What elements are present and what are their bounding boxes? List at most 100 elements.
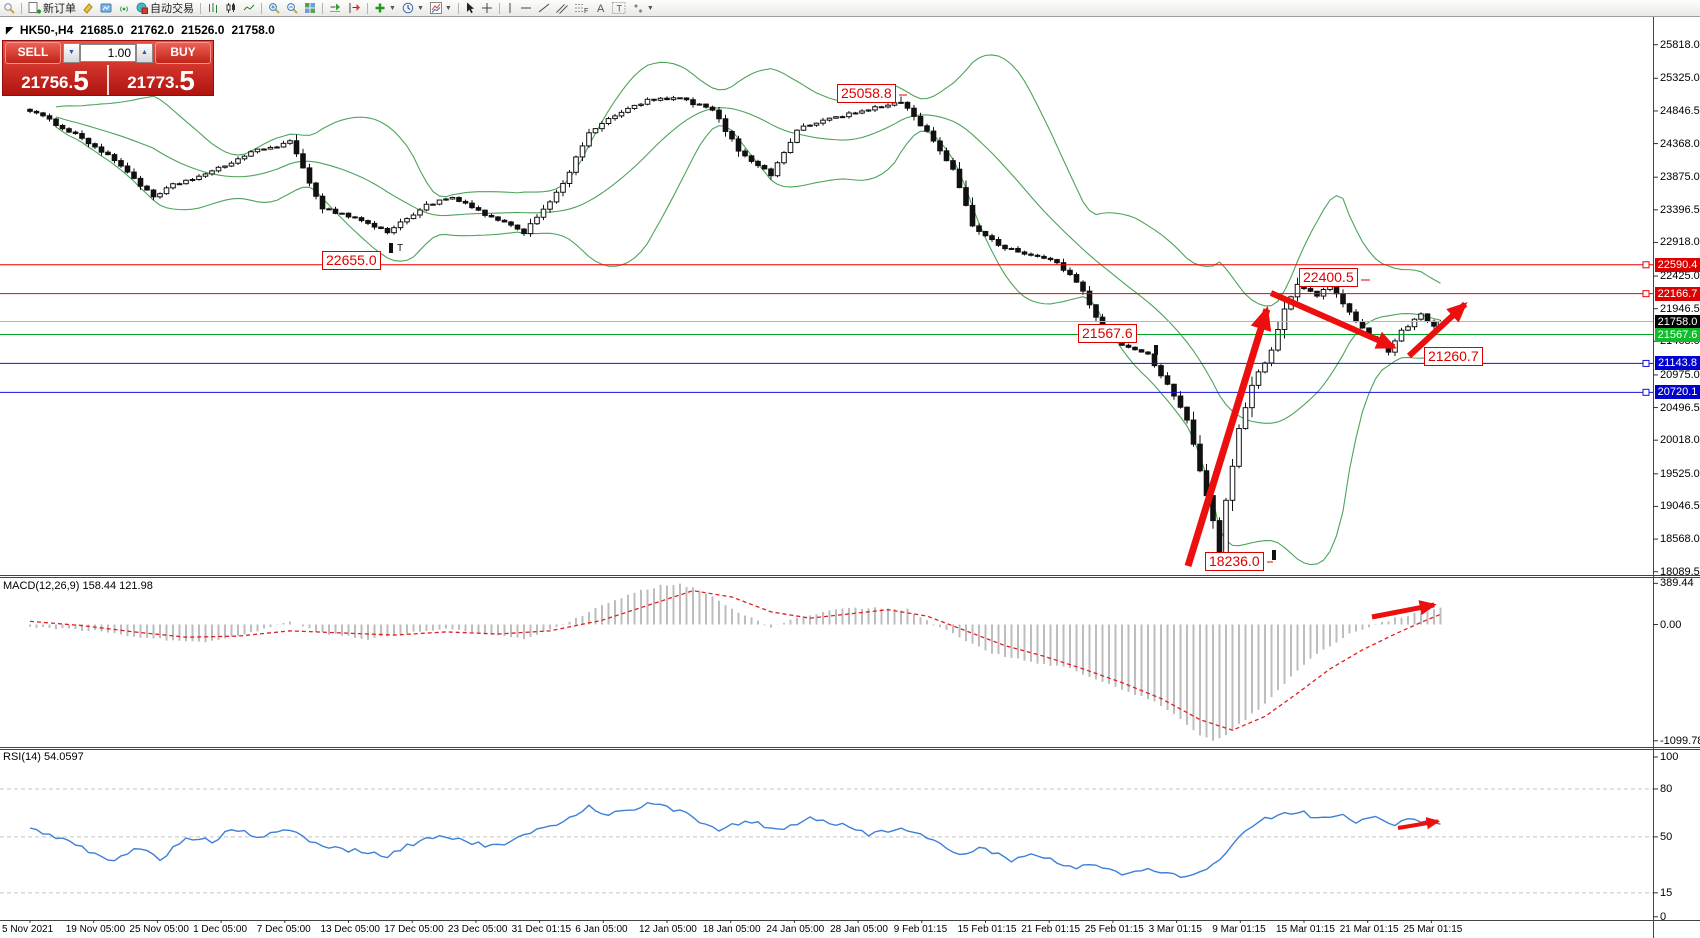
time-axis-label: 25 Feb 01:15 — [1084, 924, 1144, 935]
candle-body — [27, 108, 33, 112]
price-annotation[interactable]: 21567.6 — [1078, 324, 1137, 343]
new-order-button[interactable]: 新订单 — [25, 1, 79, 16]
profiles-button[interactable] — [79, 1, 97, 16]
auto-scroll-button[interactable] — [326, 1, 345, 16]
candle-body — [209, 170, 215, 175]
market-watch-button[interactable] — [97, 1, 115, 16]
price-axis-label: 22425.0 — [1660, 270, 1700, 283]
candle-body — [176, 183, 183, 186]
periods-button[interactable]: ▼ — [399, 1, 427, 16]
candle-body — [254, 148, 261, 153]
time-axis-label: 31 Dec 01:15 — [511, 924, 572, 935]
crosshair-button[interactable] — [478, 1, 496, 16]
candle-body — [1190, 419, 1197, 445]
candle-body — [1015, 247, 1021, 253]
time-axis-label: 19 Nov 05:00 — [65, 924, 126, 935]
autotrading-button[interactable]: 自动交易 — [133, 1, 197, 16]
time-axis-label: 18 Jan 05:00 — [702, 924, 761, 935]
candle-body — [313, 182, 319, 197]
price-axis-label: 19525.0 — [1660, 467, 1700, 480]
candle-body — [1034, 254, 1041, 257]
template-icon — [429, 2, 442, 14]
price-annotation[interactable]: 22400.5 — [1299, 268, 1358, 287]
candle-body — [332, 208, 339, 214]
candle-body — [592, 128, 599, 134]
price-axis-label: 25325.0 — [1660, 72, 1700, 85]
price-tag: 20720.1 — [1655, 385, 1700, 400]
candle-body — [1398, 329, 1405, 342]
symbol-marker-icon: ◤ — [6, 24, 13, 35]
text-label-button[interactable]: T — [609, 1, 629, 16]
cursor-button[interactable] — [462, 1, 478, 16]
autotrading-icon — [136, 2, 148, 14]
arrows-button[interactable]: ▼ — [629, 1, 657, 16]
signals-button[interactable] — [115, 1, 133, 16]
candle-body — [781, 152, 787, 164]
buy-price[interactable]: 21773. 5 — [109, 65, 213, 95]
trend-arrow[interactable] — [1397, 817, 1441, 830]
sell-button[interactable]: SELL — [5, 42, 61, 64]
search-button[interactable] — [0, 1, 18, 16]
candle-body — [1197, 443, 1203, 472]
volume-increase-button[interactable]: ▲ — [136, 43, 153, 63]
toolbar-separator — [21, 2, 22, 14]
trend-arrow[interactable] — [1371, 600, 1437, 620]
price-annotation[interactable]: 21260.7 — [1424, 347, 1483, 366]
candle-body — [865, 109, 872, 112]
svg-text:A: A — [597, 3, 605, 14]
candle-body — [683, 97, 690, 101]
text-button[interactable]: A — [592, 1, 609, 16]
candle-body — [800, 125, 807, 131]
candle-body — [560, 182, 566, 193]
line-handle[interactable] — [1642, 261, 1650, 269]
indicators-button[interactable]: ▼ — [371, 1, 399, 16]
fibonacci-button[interactable]: F — [571, 1, 592, 16]
trend-arrow[interactable] — [1269, 290, 1397, 350]
line-chart-button[interactable] — [240, 1, 258, 16]
macd-pane[interactable] — [29, 583, 1442, 741]
sell-price[interactable]: 21756. 5 — [3, 65, 107, 95]
price-annotation[interactable]: 22655.0 — [322, 251, 381, 270]
object-anchor — [1272, 550, 1276, 560]
line-handle[interactable] — [1642, 290, 1650, 298]
candle-body — [170, 183, 176, 189]
candle-body — [956, 168, 963, 189]
line-handle[interactable] — [1642, 359, 1650, 367]
zoom-in-button[interactable] — [265, 1, 283, 16]
trendline-button[interactable] — [535, 1, 553, 16]
trend-arrow[interactable] — [1184, 305, 1272, 568]
bar-chart-button[interactable] — [204, 1, 222, 16]
volume-input[interactable] — [80, 44, 136, 62]
line-handle[interactable] — [1642, 388, 1650, 396]
templates-button[interactable]: ▼ — [427, 1, 455, 16]
price-annotation[interactable]: 18236.0 — [1205, 552, 1264, 571]
chart-shift-button[interactable] — [345, 1, 364, 16]
rsi-pane[interactable] — [0, 788, 1653, 894]
candle-body — [33, 110, 40, 114]
candle-body — [319, 195, 326, 210]
candle-body — [1229, 465, 1236, 501]
zoom-out-button[interactable] — [283, 1, 301, 16]
candle-body — [423, 203, 430, 211]
candle-body — [248, 151, 254, 157]
candle-body — [547, 201, 553, 210]
main-price-pane[interactable] — [27, 54, 1444, 566]
zoom-out-icon — [286, 2, 298, 14]
equidistant-channel-button[interactable] — [553, 1, 571, 16]
trend-arrow[interactable] — [1406, 301, 1468, 359]
candle-body — [1359, 321, 1366, 329]
tile-windows-button[interactable] — [301, 1, 319, 16]
price-annotation[interactable]: 25058.8 — [837, 84, 896, 103]
horizontal-line-button[interactable] — [517, 1, 535, 16]
volume-decrease-button[interactable]: ▼ — [63, 43, 80, 63]
time-axis-label: 15 Feb 01:15 — [957, 924, 1017, 935]
candle-body — [1262, 362, 1268, 373]
vertical-line-button[interactable] — [503, 1, 517, 16]
candlestick-chart-button[interactable] — [222, 1, 240, 16]
buy-button[interactable]: BUY — [155, 42, 211, 64]
candle-body — [46, 115, 53, 120]
candle-body — [807, 124, 813, 127]
tile-icon — [304, 2, 316, 14]
toolbar-button-label: 自动交易 — [150, 3, 194, 15]
